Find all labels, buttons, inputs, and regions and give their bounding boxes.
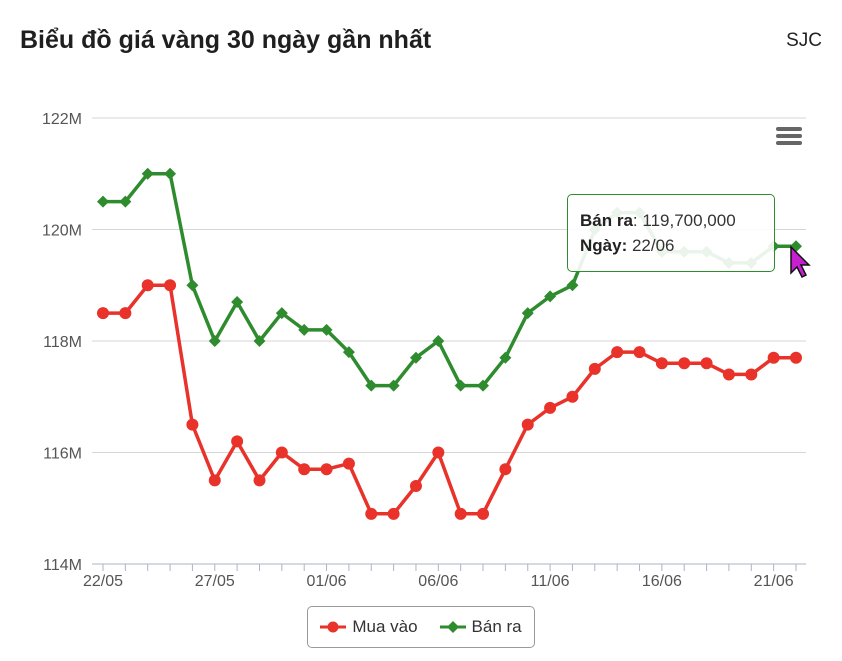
x-tick-label: 22/05 <box>83 573 123 590</box>
data-point <box>275 446 288 459</box>
data-point <box>97 307 109 320</box>
hamburger-menu-icon[interactable] <box>774 124 804 150</box>
data-point <box>588 362 601 375</box>
data-point <box>499 463 512 476</box>
legend-diamond-icon <box>439 621 466 633</box>
data-point <box>678 357 691 370</box>
data-point <box>655 357 668 370</box>
data-point <box>275 307 288 320</box>
tooltip-date-label: Ngày: <box>580 236 628 255</box>
y-tick-label: 120M <box>42 223 82 240</box>
data-point <box>186 279 199 292</box>
data-point <box>387 379 400 392</box>
data-point <box>722 368 735 381</box>
data-point <box>141 167 154 180</box>
data-point <box>611 346 624 359</box>
data-point <box>477 379 490 392</box>
x-tick-label: 01/06 <box>307 573 347 590</box>
source-label: SJC <box>786 30 822 51</box>
data-point <box>745 368 758 381</box>
data-point <box>342 457 355 470</box>
y-tick-label: 118M <box>43 334 82 351</box>
data-point <box>365 379 378 392</box>
data-point <box>164 279 177 292</box>
data-point <box>499 351 512 364</box>
data-point <box>141 279 154 292</box>
x-tick-label: 11/06 <box>531 573 570 590</box>
data-point <box>231 435 244 448</box>
data-point <box>432 335 445 347</box>
y-tick-label: 122M <box>42 111 82 128</box>
data-point <box>432 446 445 459</box>
chart-title: Biểu đồ giá vàng 30 ngày gần nhất <box>20 26 432 54</box>
x-tick-label: 06/06 <box>418 573 458 590</box>
data-point <box>208 474 221 487</box>
legend-item-mua-vao[interactable]: Mua vào <box>320 617 418 637</box>
data-point <box>767 351 780 364</box>
data-point <box>208 335 221 347</box>
data-point <box>409 351 422 364</box>
x-tick-label: 16/06 <box>642 573 682 590</box>
data-point <box>566 279 579 292</box>
legend-label-ban-ra: Bán ra <box>471 617 522 636</box>
data-point <box>566 390 579 403</box>
tooltip-date-value: 22/06 <box>631 236 675 255</box>
data-point <box>790 351 802 364</box>
tooltip-series-label: Bán ra <box>580 211 633 230</box>
y-tick-label: 116M <box>43 446 82 463</box>
legend-label-mua-vao: Mua vào <box>352 617 418 636</box>
data-point <box>186 418 199 431</box>
data-point <box>633 346 646 359</box>
data-point <box>298 463 311 476</box>
data-point <box>342 346 355 359</box>
x-tick-label: 27/05 <box>195 573 235 590</box>
mouse-pointer-icon <box>790 245 811 279</box>
data-point <box>387 507 400 520</box>
data-point <box>253 335 266 347</box>
data-point <box>320 323 333 336</box>
data-point <box>119 195 132 208</box>
data-point <box>521 307 534 320</box>
data-point <box>454 379 467 392</box>
data-point <box>253 474 266 487</box>
x-tick-label: 21/06 <box>754 573 794 590</box>
tooltip: Bán ra: 119,700,000 Ngày: 22/06 <box>567 194 775 272</box>
data-point <box>521 418 534 431</box>
data-point <box>119 307 132 320</box>
data-point <box>97 195 109 208</box>
legend-item-ban-ra[interactable]: Bán ra <box>439 617 522 637</box>
legend-circle-icon <box>320 621 347 633</box>
data-point <box>320 463 333 476</box>
data-point <box>700 357 713 370</box>
data-point <box>409 479 422 492</box>
legend: Mua vào Bán ra <box>307 606 535 648</box>
data-point <box>164 167 177 180</box>
data-point <box>454 507 467 520</box>
data-point <box>231 295 244 308</box>
data-point <box>544 290 557 303</box>
data-point <box>365 507 378 520</box>
y-tick-label: 114M <box>43 557 82 574</box>
tooltip-value: 119,700,000 <box>642 211 736 230</box>
data-point <box>298 323 311 336</box>
data-point <box>477 507 490 520</box>
data-point <box>544 401 557 414</box>
